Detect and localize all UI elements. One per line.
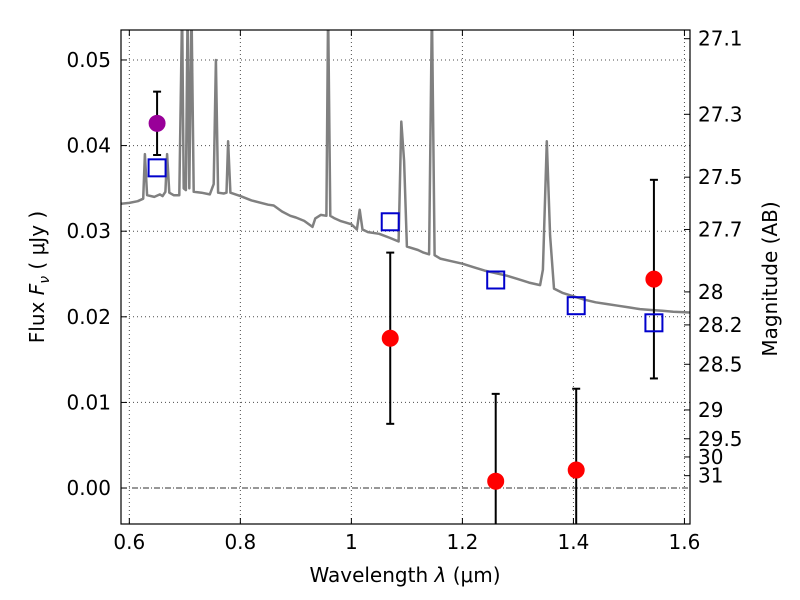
y-tick-label: 0.05: [66, 48, 111, 72]
model-photometry-point: [380, 212, 400, 232]
magnitude-tick-label: 29.5: [698, 427, 743, 451]
y-tick-label: 0.04: [66, 134, 111, 158]
observed-flux-markers: [148, 114, 663, 490]
observed-flux-point: [381, 329, 399, 347]
model-photometry-point: [566, 296, 586, 316]
y-axis-ticks: 0.00 0.01 0.02 0.03 0.04 0.05: [66, 48, 127, 500]
plot-frame: [120, 29, 691, 525]
magnitude-tick-label: 28.5: [698, 352, 743, 376]
model-photometry-point: [147, 158, 167, 178]
observed-flux-point: [148, 114, 166, 132]
magnitude-tick-label: 29: [698, 398, 723, 422]
model-spectrum-line: [121, 30, 690, 314]
magnitude-tick-label: 28: [698, 280, 723, 304]
x-tick-label: 0.8: [224, 530, 256, 554]
x-axis-label: Wavelength λ (μm): [309, 563, 500, 587]
model-photometry-point: [644, 313, 664, 333]
observed-flux-point: [645, 270, 663, 288]
magnitude-tick-label: 27.1: [698, 27, 743, 51]
observed-flux-point: [487, 472, 505, 490]
model-photometry-point: [486, 270, 506, 290]
y-tick-label: 0.02: [66, 305, 111, 329]
x-tick-label: 1.4: [558, 530, 590, 554]
magnitude-tick-label: 27.5: [698, 165, 743, 189]
magnitude-tick-label: 27.3: [698, 102, 743, 126]
y-tick-label: 0.03: [66, 219, 111, 243]
observed-flux-point: [567, 461, 585, 479]
magnitude-tick-label: 27.7: [698, 217, 743, 241]
y-tick-label: 0.00: [66, 476, 111, 500]
y-axis-label: Flux Fν ( μJy ): [25, 211, 53, 343]
x-tick-label: 1.2: [446, 530, 478, 554]
y-tick-label: 0.01: [66, 390, 111, 414]
x-tick-label: 0.6: [113, 530, 145, 554]
magnitude-tick-label: 31: [698, 464, 723, 488]
magnitude-axis-label: Magnitude (AB): [758, 201, 782, 356]
gridlines: [121, 30, 690, 524]
model-photometry-markers: [147, 158, 664, 333]
magnitude-tick-label: 30: [698, 445, 723, 469]
magnitude-tick-label: 28.2: [698, 313, 743, 337]
x-tick-label: 1: [345, 530, 358, 554]
x-axis-ticks: 0.6 0.8 1 1.2 1.4 1.6: [113, 30, 700, 554]
x-tick-label: 1.6: [669, 530, 701, 554]
